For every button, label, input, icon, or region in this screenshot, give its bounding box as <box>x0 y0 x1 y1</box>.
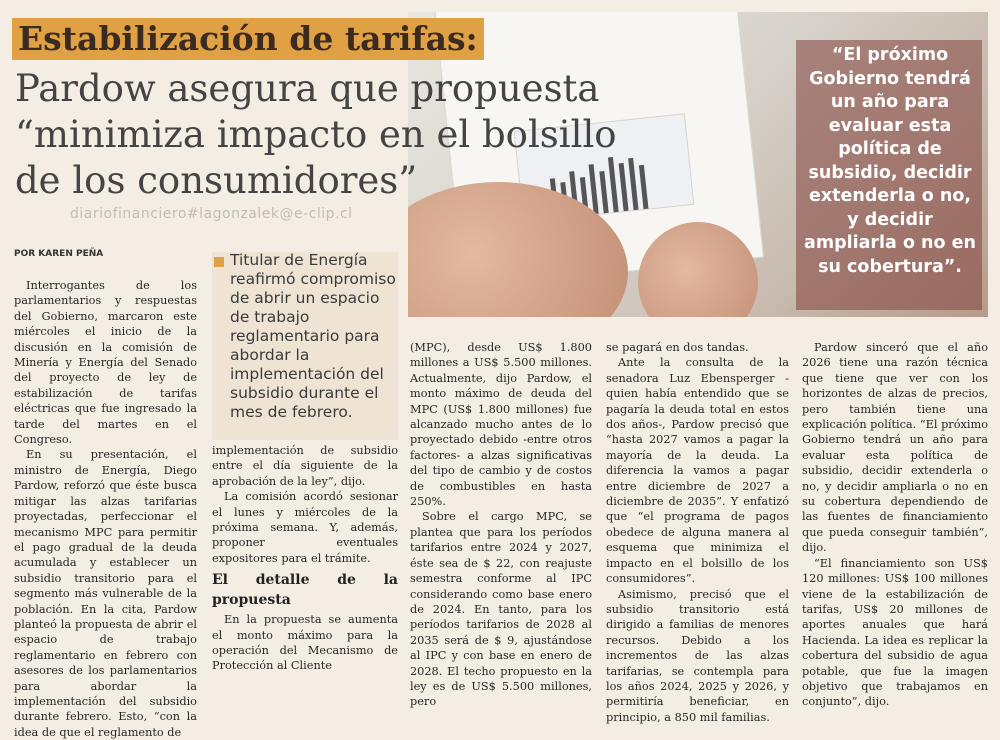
paragraph: Interrogantes de los parlamentarios y re… <box>14 279 197 447</box>
paragraph: Sobre el cargo MPC, se plantea que para … <box>410 510 592 709</box>
headline-title: Pardow asegura que propuesta “minimiza i… <box>15 67 617 202</box>
article-column-4: se pagará en dos tandas. Ante la consult… <box>606 340 789 725</box>
paragraph: Asimismo, precisó que el subsidio transi… <box>606 587 789 724</box>
paragraph: implementación de subsidio entre el día … <box>212 444 398 488</box>
photo-finger <box>638 222 758 317</box>
article-column-5: Pardow sinceró que el año 2026 tiene una… <box>802 340 988 710</box>
paragraph: (MPC), desde US$ 1.800 millones a US$ 5.… <box>410 341 592 509</box>
article-column-3: (MPC), desde US$ 1.800 millones a US$ 5.… <box>410 340 592 710</box>
paragraph: En su presentación, el ministro de Energ… <box>14 448 197 739</box>
section-subhead: El detalle de la propuesta <box>212 572 398 609</box>
paragraph: La comisión acordó sesionar el lunes y m… <box>212 490 398 565</box>
article-column-1: Interrogantes de los parlamentarios y re… <box>14 278 197 740</box>
paragraph: Ante la consulta de la senadora Luz Eben… <box>606 356 789 586</box>
paragraph: se pagará en dos tandas. <box>606 341 749 354</box>
article-column-2: implementación de subsidio entre el día … <box>212 443 398 674</box>
pull-quote: “El próximo Gobierno tendrá un año para … <box>804 45 976 277</box>
headline-kicker: Estabilización de tarifas: <box>12 18 484 60</box>
pull-quote-background <box>796 40 982 310</box>
deck-box <box>212 252 398 440</box>
paragraph: “El financiamiento son US$ 120 millones:… <box>802 556 988 709</box>
paragraph: En la propuesta se aumenta el monto máxi… <box>212 613 398 673</box>
byline: POR KAREN PEÑA <box>14 249 104 259</box>
watermark: diariofinanciero#lagonzalek@e-clip.cl <box>70 206 353 222</box>
deck-bullet-square <box>214 257 224 267</box>
paragraph: Pardow sinceró que el año 2026 tiene una… <box>802 341 988 555</box>
deck-text: Titular de Energía reafirmó compromiso d… <box>230 251 396 421</box>
